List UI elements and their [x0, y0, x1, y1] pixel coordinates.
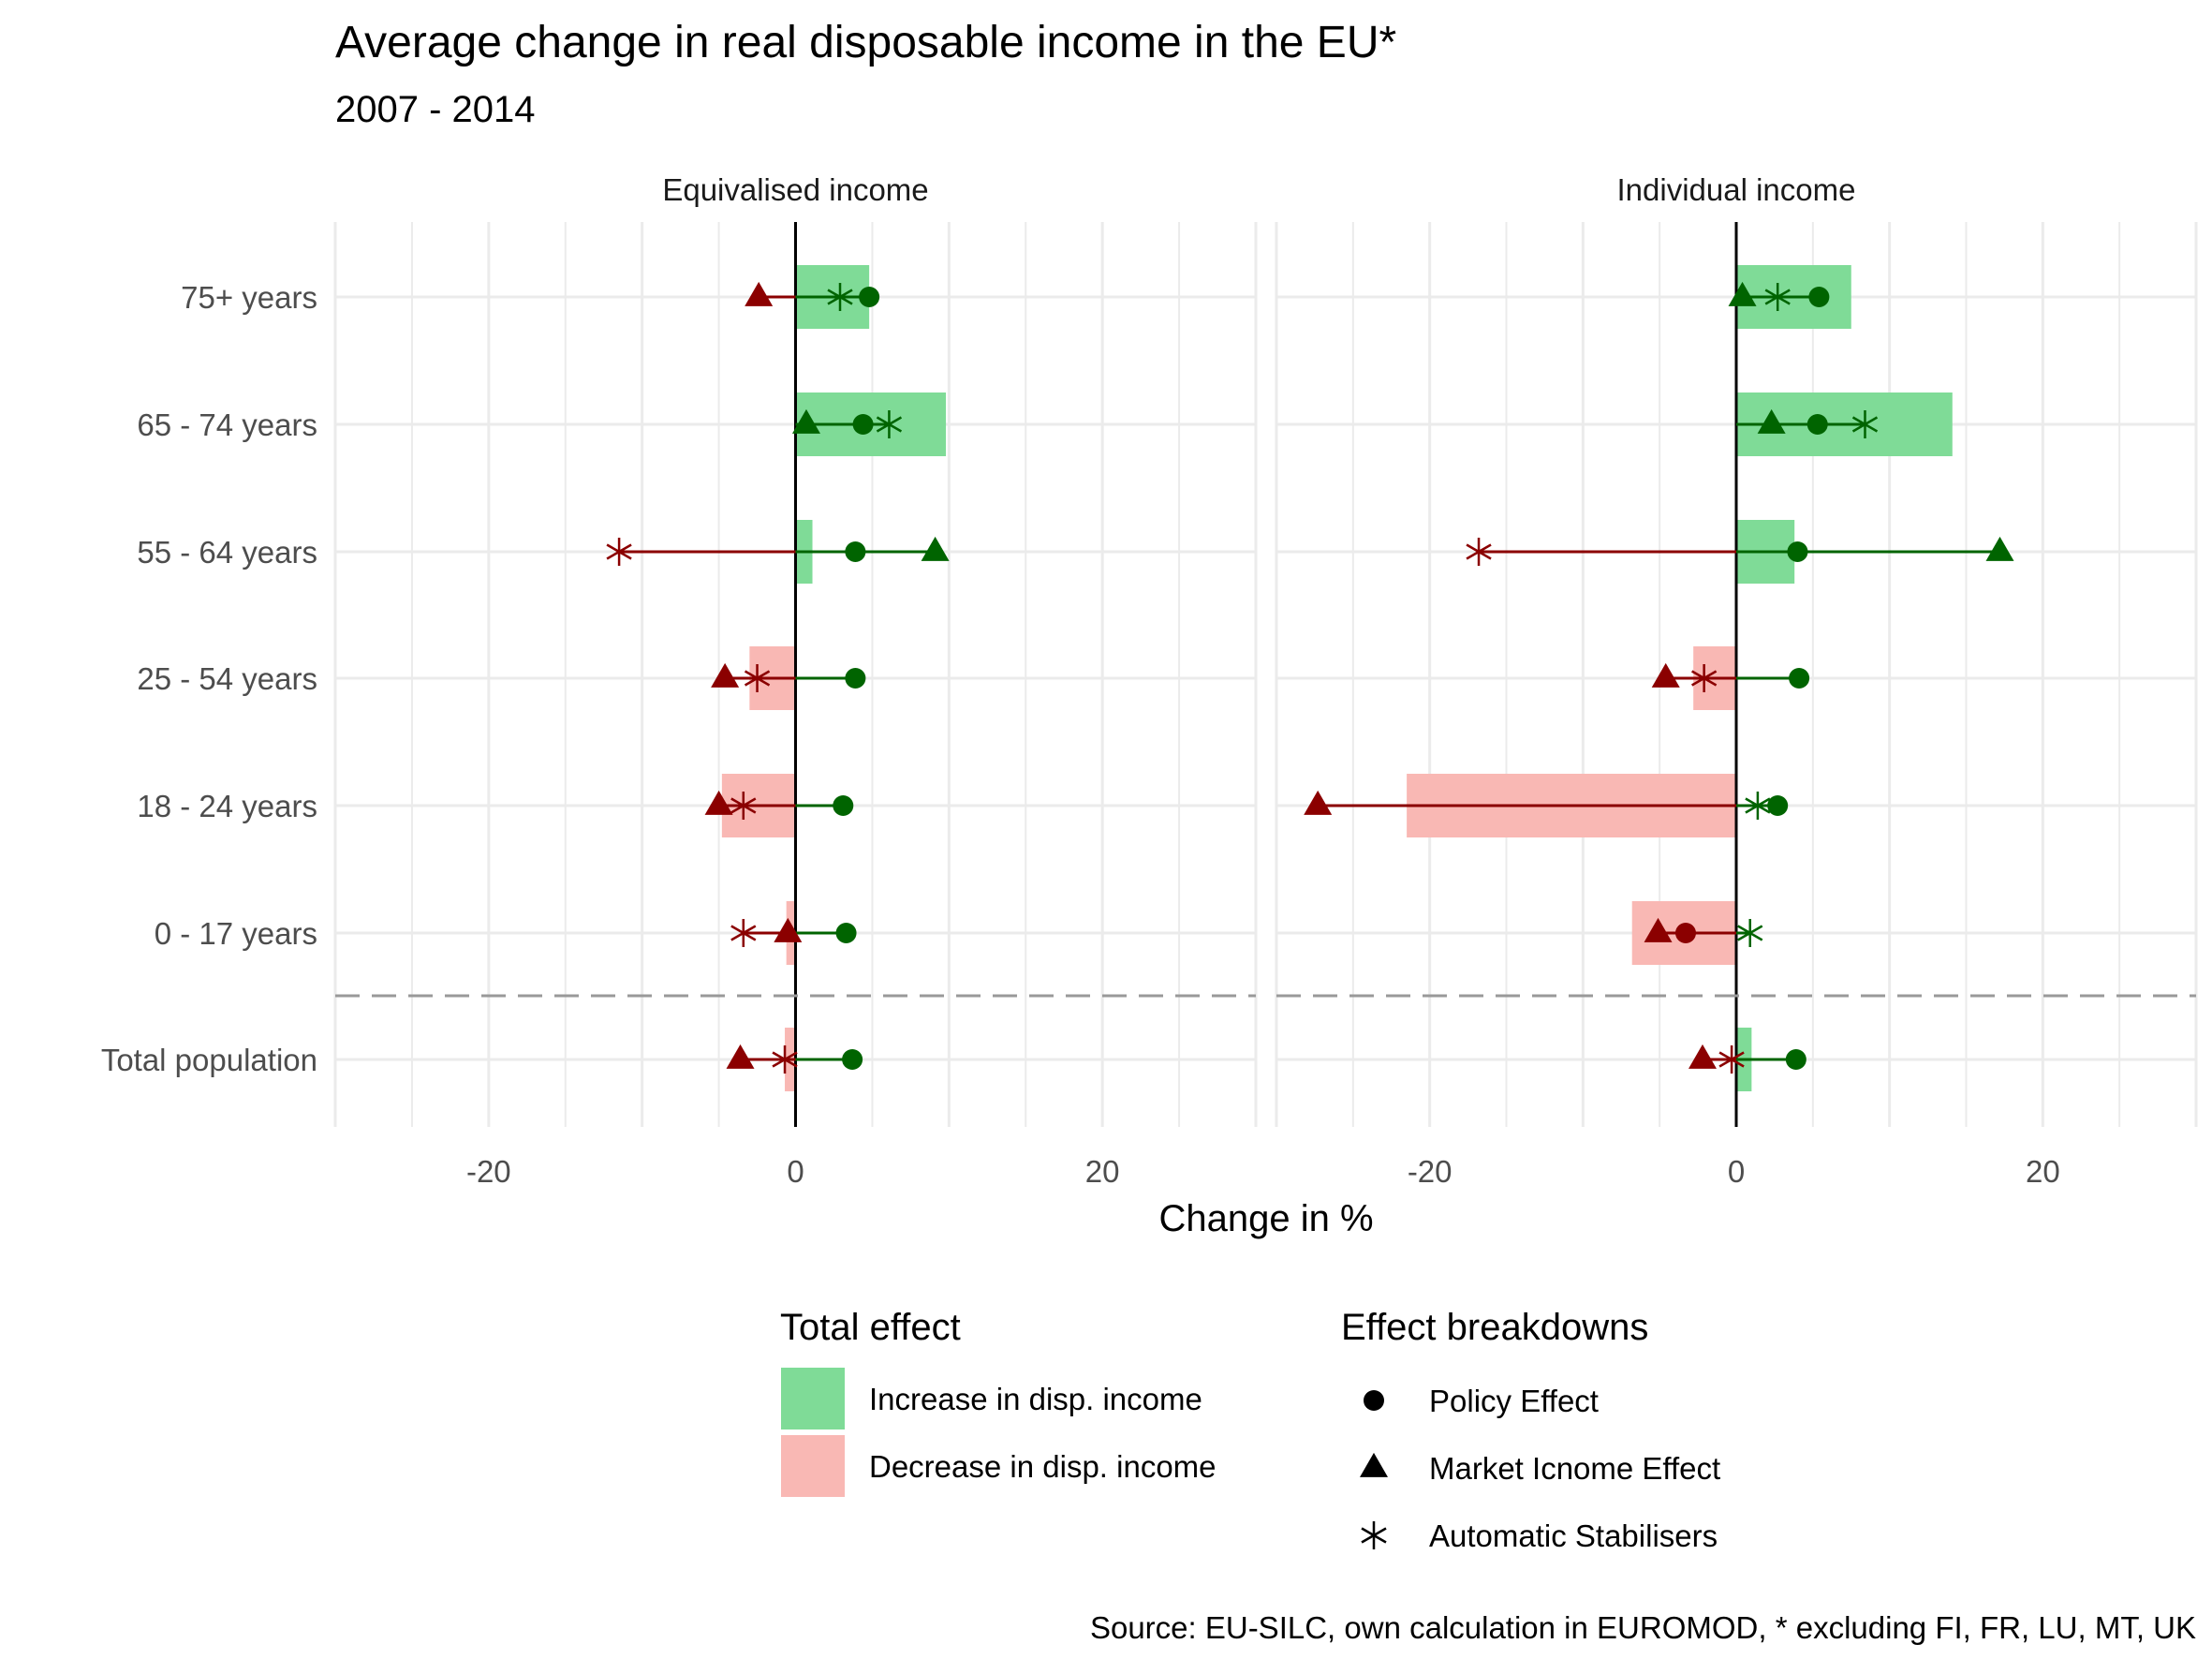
- legend-key-decrease-in-disp-income: [781, 1435, 845, 1497]
- automatic-stabilisers-point-25-54-years: [1691, 664, 1718, 692]
- policy-effect-point-25-54-years: [845, 668, 866, 689]
- policy-effect-point-65-74-years: [1806, 414, 1828, 435]
- x-axis-label: Change in %: [1158, 1198, 1373, 1239]
- policy-effect-point-total-population: [1785, 1049, 1806, 1070]
- market-income-effect-point-0-17-years: [774, 917, 803, 942]
- automatic-stabilisers-point-75-years: [1764, 283, 1791, 311]
- policy-effect-point-25-54-years: [1789, 668, 1810, 689]
- legend-label-decrease-in-disp-income: Decrease in disp. income: [869, 1449, 1217, 1484]
- legend-key-increase-in-disp-income: [781, 1368, 845, 1429]
- automatic-stabilisers-point-0-17-years: [730, 919, 757, 947]
- x-tick-label: -20: [1408, 1154, 1453, 1189]
- y-tick-label-0-17-years: 0 - 17 years: [155, 916, 317, 951]
- market-income-effect-point-total-population: [1688, 1044, 1717, 1069]
- policy-effect-point-65-74-years: [852, 414, 874, 435]
- chart-title: Average change in real disposable income…: [335, 18, 1396, 67]
- policy-effect-point-55-64-years: [845, 541, 866, 562]
- policy-effect-point-0-17-years: [1674, 923, 1696, 943]
- market-income-effect-point-25-54-years: [711, 662, 740, 688]
- y-tick-label-25-54-years: 25 - 54 years: [137, 661, 317, 696]
- automatic-stabilisers-point-75-years: [827, 283, 853, 311]
- legend-title-effect-breakdowns: Effect breakdowns: [1341, 1307, 1648, 1348]
- y-tick-label-65-74-years: 65 - 74 years: [137, 407, 317, 442]
- x-tick-label: 20: [2026, 1154, 2060, 1189]
- market-income-effect-point-0-17-years: [1644, 917, 1673, 942]
- market-income-effect-point-55-64-years: [921, 536, 950, 561]
- market-income-effect-point-total-population: [726, 1044, 755, 1069]
- legend-label-market-icnome-effect: Market Icnome Effect: [1429, 1451, 1720, 1486]
- market-income-effect-point-65-74-years: [1757, 408, 1786, 434]
- x-tick-label: 0: [787, 1154, 804, 1189]
- x-tick-label: 20: [1085, 1154, 1120, 1189]
- legend-key-circle-icon: [1364, 1390, 1384, 1411]
- x-tick-label: 0: [1728, 1154, 1745, 1189]
- panel-title: Equivalised income: [662, 172, 928, 207]
- panel-equivalised-income: Equivalised income -20 0 20: [333, 172, 1258, 1189]
- automatic-stabilisers-point-18-24-years: [730, 792, 757, 820]
- automatic-stabilisers-point-65-74-years: [1851, 410, 1879, 438]
- automatic-stabilisers-point-0-17-years: [1737, 919, 1763, 947]
- legend-key-asterisk-icon: [1361, 1521, 1387, 1549]
- legend: Total effect Increase in disp. income Decr…: [780, 1307, 1720, 1553]
- market-income-effect-point-25-54-years: [1651, 662, 1680, 688]
- market-income-effect-point-55-64-years: [1985, 536, 2014, 561]
- legend-label-increase-in-disp-income: Increase in disp. income: [869, 1382, 1202, 1416]
- policy-effect-point-total-population: [842, 1049, 863, 1070]
- policy-effect-point-18-24-years: [833, 795, 854, 816]
- market-income-effect-point-75-years: [1728, 281, 1757, 306]
- policy-effect-point-18-24-years: [1767, 795, 1789, 816]
- market-income-effect-point-75-years: [745, 281, 774, 306]
- automatic-stabilisers-point-18-24-years: [1745, 792, 1771, 820]
- legend-label-automatic-stabilisers: Automatic Stabilisers: [1429, 1518, 1718, 1553]
- legend-key-triangle-icon: [1360, 1452, 1388, 1477]
- market-income-effect-point-65-74-years: [791, 408, 820, 434]
- y-tick-label-total-population: Total population: [101, 1043, 317, 1077]
- automatic-stabilisers-point-55-64-years: [1466, 538, 1492, 566]
- chart-caption: Source: EU-SILC, own calculation in EURO…: [1090, 1610, 2196, 1645]
- automatic-stabilisers-point-65-74-years: [876, 410, 903, 438]
- policy-effect-point-0-17-years: [835, 923, 857, 943]
- y-tick-label-75-years: 75+ years: [181, 280, 317, 315]
- chart-subtitle: 2007 - 2014: [335, 89, 536, 130]
- automatic-stabilisers-point-total-population: [772, 1045, 798, 1074]
- legend-label-policy-effect: Policy Effect: [1429, 1384, 1599, 1418]
- x-tick-label: -20: [466, 1154, 511, 1189]
- y-tick-label-55-64-years: 55 - 64 years: [137, 535, 317, 570]
- legend-title-total-effect: Total effect: [780, 1307, 961, 1348]
- panel-individual-income: Individual income -20 0 20: [1275, 172, 2198, 1189]
- market-income-effect-point-18-24-years: [1304, 790, 1333, 815]
- policy-effect-point-75-years: [859, 287, 880, 307]
- panel-title: Individual income: [1617, 172, 1856, 207]
- policy-effect-point-55-64-years: [1787, 541, 1808, 562]
- y-tick-label-18-24-years: 18 - 24 years: [137, 789, 317, 823]
- automatic-stabilisers-point-total-population: [1718, 1045, 1745, 1074]
- plot-area: 75+ years 65 - 74 years 55 - 64 years 25 - …: [101, 172, 2198, 1189]
- market-income-effect-point-18-24-years: [704, 790, 733, 815]
- automatic-stabilisers-point-25-54-years: [744, 664, 771, 692]
- policy-effect-point-75-years: [1808, 287, 1830, 307]
- automatic-stabilisers-point-55-64-years: [606, 538, 632, 566]
